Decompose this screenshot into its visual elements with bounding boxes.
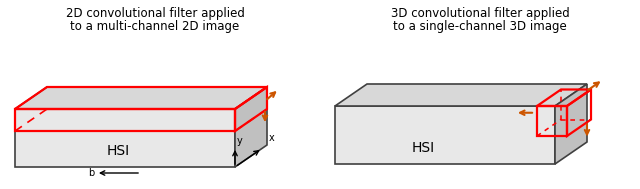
Polygon shape xyxy=(235,87,267,167)
Polygon shape xyxy=(555,84,587,164)
Text: to a single-channel 3D image: to a single-channel 3D image xyxy=(393,20,567,33)
Polygon shape xyxy=(15,87,267,109)
Text: x: x xyxy=(269,133,275,143)
Polygon shape xyxy=(15,109,235,167)
Text: 3D convolutional filter applied: 3D convolutional filter applied xyxy=(390,7,570,20)
Polygon shape xyxy=(335,84,587,106)
Text: b: b xyxy=(88,168,94,178)
Text: HSI: HSI xyxy=(412,141,435,155)
Text: HSI: HSI xyxy=(107,144,130,158)
Polygon shape xyxy=(335,106,555,164)
Text: to a multi-channel 2D image: to a multi-channel 2D image xyxy=(70,20,239,33)
Text: 2D convolutional filter applied: 2D convolutional filter applied xyxy=(65,7,244,20)
Text: y: y xyxy=(237,136,243,146)
